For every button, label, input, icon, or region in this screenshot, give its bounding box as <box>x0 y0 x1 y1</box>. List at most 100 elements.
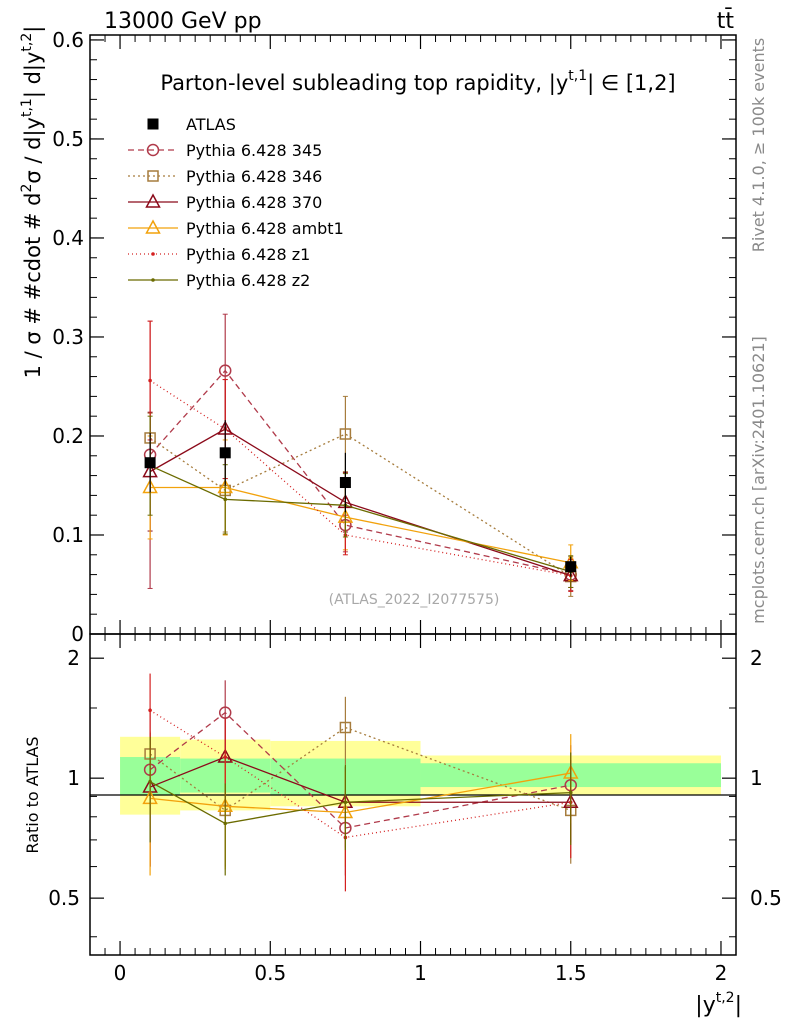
legend-entry: Pythia 6.428 ambt1 <box>128 219 344 238</box>
series-3 <box>142 435 579 582</box>
ratio-point <box>568 790 573 795</box>
main-y-axis: 0.1 0.2 0.3 0.4 0.5 0.6 0 <box>52 28 736 646</box>
main-panel: 0.1 0.2 0.3 0.4 0.5 0.6 0 Parton-level sublead… <box>19 26 737 646</box>
legend-marker <box>151 252 155 256</box>
ylabel-sup-2: 2 <box>19 184 35 193</box>
legend-entry: Pythia 6.428 370 <box>128 193 322 212</box>
legend-marker <box>151 278 155 282</box>
legend-label: ATLAS <box>186 115 236 134</box>
ratio-y-tick-label: 1 <box>67 766 80 790</box>
series-line <box>149 433 572 578</box>
series-5 <box>147 415 574 588</box>
ratio-series-5 <box>148 736 573 876</box>
series-point <box>218 364 232 377</box>
x-tick-label: 2 <box>715 961 728 985</box>
xlabel-sup: t,2 <box>716 990 735 1006</box>
chart-title-sup: t,1 <box>568 68 587 84</box>
main-y-tick-label: 0.2 <box>52 424 84 448</box>
x-tick-label: 0 <box>114 961 127 985</box>
chart-title-end: | ∈ [1,2] <box>587 71 676 96</box>
series-point <box>148 378 152 383</box>
main-y-axis-label: 1 / σ # #cdot # d2σ / d|yt,1| d|yt,2| <box>19 26 46 379</box>
ratio-series-line <box>149 726 571 812</box>
reference-point <box>339 477 351 489</box>
legend-marker <box>146 143 160 157</box>
ratio-y-tick-label-right: 1 <box>750 766 763 790</box>
ratio-panel: 0.5 0.5 1 1 2 2 0 0.5 1 1.5 2 Ratio to ATLAS |yt,… <box>23 633 782 1018</box>
x-tick-label: 1 <box>414 961 427 985</box>
reference-point <box>219 447 231 459</box>
ratio-plot-area <box>142 673 579 892</box>
ratio-series-line <box>149 756 571 803</box>
ylabel-sup-t2: t,2 <box>19 33 35 52</box>
main-y-tick-label: 0.4 <box>52 226 84 250</box>
series-1 <box>144 395 577 597</box>
legend-label: Pythia 6.428 z2 <box>186 271 310 290</box>
legend-label: Pythia 6.428 370 <box>186 193 322 212</box>
legend-marker <box>145 193 161 208</box>
mcplots-source-label: mcplots.cern.ch [arXiv:2401.10621] <box>749 336 768 624</box>
legend-entry: Pythia 6.428 z1 <box>128 245 310 264</box>
ratio-y-axis-label: Ratio to ATLAS <box>23 736 42 853</box>
main-y-tick-label: 0.1 <box>52 523 84 547</box>
ratio-point <box>148 779 152 784</box>
ratio-point <box>148 708 152 713</box>
legend: ATLAS Pythia 6.428 345 Pythia 6.428 346 Pyt… <box>128 115 344 290</box>
ratio-y-tick-label: 0.5 <box>48 886 80 910</box>
ratio-uncertainty-bands <box>120 736 721 815</box>
xlabel-end: | <box>735 993 742 1018</box>
ratio-point <box>218 706 232 719</box>
series-line <box>149 379 571 577</box>
ratio-series-line <box>149 711 571 829</box>
ylabel-part-b: σ / d|y <box>21 117 46 184</box>
series-line <box>150 486 571 564</box>
legend-marker <box>147 118 159 130</box>
x-axis: 0 0.5 1 1.5 2 <box>104 634 728 985</box>
ratio-series-line <box>149 709 571 839</box>
ylabel-part-a: 1 / σ # #cdot # d <box>21 193 45 379</box>
xlabel-main: |y <box>695 993 715 1018</box>
ylabel-part-c: | d|y <box>21 52 46 99</box>
x-axis-label: |yt,2| <box>695 990 742 1018</box>
ratio-y-tick-label-right: 0.5 <box>750 886 782 910</box>
legend-entry: ATLAS <box>147 115 236 134</box>
main-y-tick-label: 0.3 <box>52 325 84 349</box>
analysis-watermark: (ATLAS_2022_I2077575) <box>329 592 500 608</box>
main-y-tick-label: 0.5 <box>52 127 84 151</box>
legend-marker <box>147 170 159 182</box>
energy-label: 13000 GeV pp <box>104 9 262 34</box>
legend-label: Pythia 6.428 346 <box>186 167 322 186</box>
ratio-point <box>223 755 228 759</box>
rivet-version-label: Rivet 4.1.0, ≥ 100k events <box>749 38 768 252</box>
ratio-point <box>223 821 228 826</box>
legend-label: Pythia 6.428 z1 <box>186 245 310 264</box>
chart-title-main: Parton-level subleading top rapidity, |y <box>160 71 568 96</box>
legend-label: Pythia 6.428 345 <box>186 141 322 160</box>
ratio-y-tick-label-right: 2 <box>750 646 763 670</box>
reference-point <box>144 457 156 469</box>
reference-point <box>565 561 577 573</box>
legend-label: Pythia 6.428 ambt1 <box>186 219 344 238</box>
ylabel-sup-t1: t,1 <box>19 98 35 117</box>
main-x-ticks <box>104 35 722 634</box>
ratio-frame <box>89 633 737 956</box>
series-0 <box>143 313 577 591</box>
ratio-y-axis: 0.5 0.5 1 1 2 2 <box>48 646 782 938</box>
legend-entry: Pythia 6.428 345 <box>128 141 322 160</box>
ratio-series-line <box>149 781 571 825</box>
ratio-point <box>339 721 352 734</box>
legend-entry: Pythia 6.428 346 <box>128 167 322 186</box>
x-tick-label: 0.5 <box>254 961 286 985</box>
series-2 <box>142 379 579 588</box>
series-line <box>149 465 571 573</box>
series-point <box>339 428 352 440</box>
legend-marker <box>145 219 161 234</box>
process-label: tt̄ <box>717 8 735 34</box>
ylabel-part-d: | <box>21 26 46 33</box>
main-y-zero-label: 0 <box>71 622 84 646</box>
main-y-tick-label: 0.6 <box>52 28 84 52</box>
reference-series <box>144 420 577 577</box>
chart-title: Parton-level subleading top rapidity, |y… <box>160 68 675 96</box>
ratio-point <box>343 800 348 805</box>
